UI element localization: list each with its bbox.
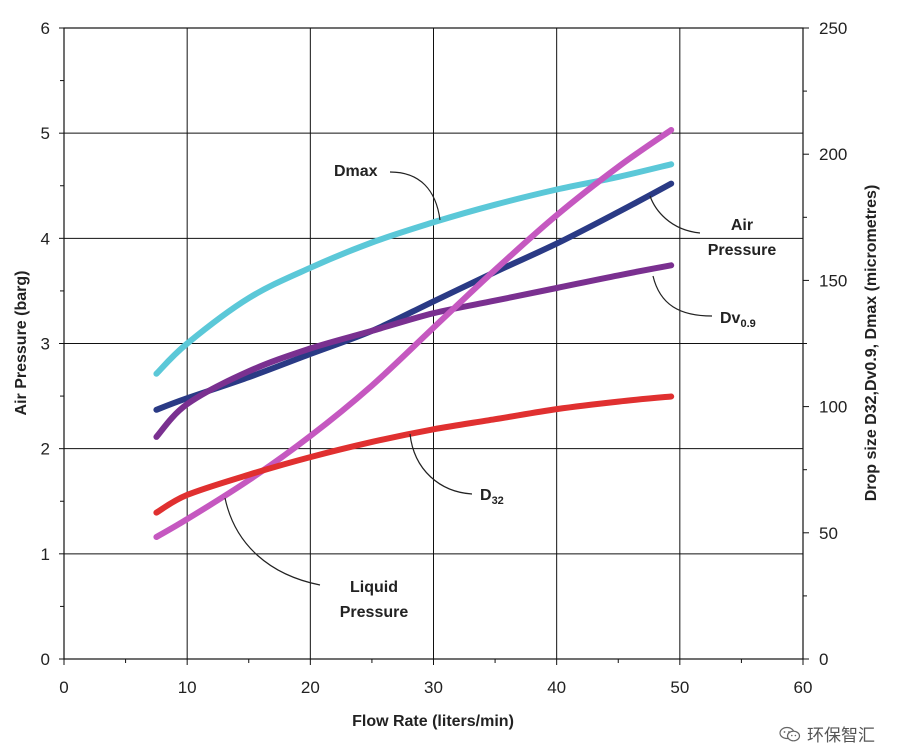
grid bbox=[63, 27, 804, 660]
leader-dv09 bbox=[652, 275, 713, 317]
annotation-dv09-main: Dv bbox=[720, 310, 741, 327]
series-line-dmax bbox=[153, 161, 675, 377]
annotation-dv09: Dv0.9 bbox=[720, 310, 756, 330]
annotation-leaders bbox=[224, 171, 713, 586]
y2-tick-label: 250 bbox=[819, 19, 847, 38]
y2-tick-label: 100 bbox=[819, 398, 847, 417]
watermark-text: 环保智汇 bbox=[807, 726, 875, 746]
annotation-air-pressure-line2: Pressure bbox=[708, 242, 777, 259]
x-tick-label: 30 bbox=[424, 678, 443, 697]
series-line-dv0-9 bbox=[153, 262, 675, 440]
y-tick-label: 6 bbox=[41, 19, 50, 38]
y-tick-label: 2 bbox=[41, 440, 50, 459]
y-tick-label: 3 bbox=[41, 335, 50, 354]
annotation-liquid-pressure-line1: Liquid bbox=[350, 579, 398, 596]
annotation-liquid-pressure-line2: Pressure bbox=[340, 604, 409, 621]
leader-dmax bbox=[389, 171, 441, 221]
annotation-dv09-sub: 0.9 bbox=[740, 318, 755, 330]
annotation-d32: D32 bbox=[480, 487, 504, 507]
x-tick-label: 10 bbox=[178, 678, 197, 697]
y2-tick-label: 150 bbox=[819, 271, 847, 290]
leader-liquid-pressure bbox=[224, 497, 321, 586]
annotation-d32-sub: 32 bbox=[492, 495, 504, 507]
y-tick-label: 0 bbox=[41, 650, 50, 669]
annotation-air-pressure-line1: Air bbox=[731, 217, 753, 234]
x-tick-label: 40 bbox=[547, 678, 566, 697]
series-lines bbox=[153, 127, 675, 540]
x-axis-title: Flow Rate (liters/min) bbox=[352, 713, 514, 730]
y-tick-label: 5 bbox=[41, 124, 50, 143]
y2-tick-label: 50 bbox=[819, 524, 838, 543]
wechat-icon bbox=[779, 726, 801, 741]
y2-tick-label: 200 bbox=[819, 145, 847, 164]
series-line-liquid-pressure bbox=[153, 127, 675, 540]
annotation-dmax: Dmax bbox=[334, 163, 378, 180]
leader-air-pressure bbox=[649, 195, 701, 234]
x-tick-label: 0 bbox=[59, 678, 68, 697]
series-line-d32 bbox=[153, 393, 675, 516]
watermark: 环保智汇 bbox=[779, 721, 875, 746]
y-axis-title: Air Pressure (barg) bbox=[13, 271, 30, 416]
x-tick-label: 60 bbox=[794, 678, 813, 697]
x-tick-label: 20 bbox=[301, 678, 320, 697]
annotation-d32-main: D bbox=[480, 487, 492, 504]
y-tick-label: 4 bbox=[41, 229, 50, 248]
y-tick-label: 1 bbox=[41, 545, 50, 564]
y2-axis-title: Drop size D32,Dv0.9, Dmax (micrometres) bbox=[863, 185, 880, 502]
y2-tick-label: 0 bbox=[819, 650, 828, 669]
x-tick-label: 50 bbox=[670, 678, 689, 697]
leader-d32 bbox=[409, 433, 473, 495]
tick-marks bbox=[59, 27, 809, 665]
